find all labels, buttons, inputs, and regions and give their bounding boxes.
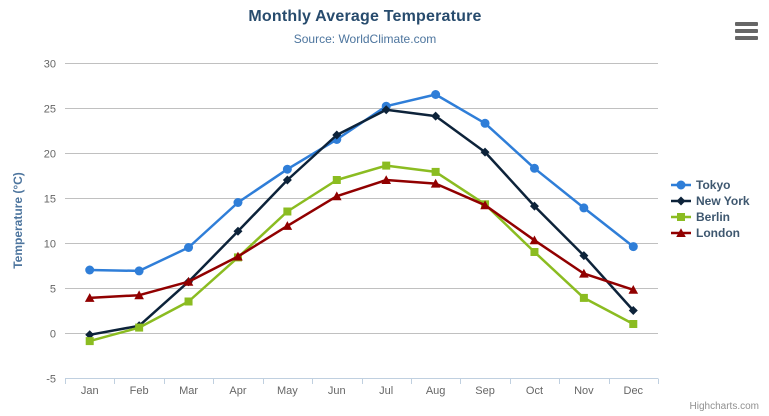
svg-text:Apr: Apr xyxy=(229,385,246,397)
svg-text:Jul: Jul xyxy=(379,385,393,397)
hamburger-icon xyxy=(735,22,758,26)
svg-text:15: 15 xyxy=(44,194,56,206)
legend-marker-circle-icon xyxy=(671,180,691,190)
svg-text:Nov: Nov xyxy=(574,385,594,397)
chart-subtitle: Source: WorldClimate.com xyxy=(293,32,437,46)
legend-item-label: New York xyxy=(696,194,750,208)
legend-marker-square-icon xyxy=(671,213,691,221)
svg-text:Feb: Feb xyxy=(130,385,149,397)
svg-text:Oct: Oct xyxy=(526,385,543,397)
legend-item-label: Berlin xyxy=(696,210,731,224)
export-menu-button[interactable] xyxy=(735,21,758,41)
svg-text:20: 20 xyxy=(44,149,56,161)
svg-text:5: 5 xyxy=(50,284,56,296)
svg-text:25: 25 xyxy=(44,104,56,116)
hamburger-icon xyxy=(735,29,758,33)
legend-item-label: Tokyo xyxy=(696,178,731,192)
legend-item-tokyo[interactable]: Tokyo xyxy=(671,177,750,193)
legend-item-label: London xyxy=(696,226,740,240)
svg-text:10: 10 xyxy=(44,239,56,251)
svg-text:May: May xyxy=(277,385,298,397)
legend-item-new-york[interactable]: New York xyxy=(671,193,750,209)
svg-text:Jan: Jan xyxy=(81,385,99,397)
svg-text:0: 0 xyxy=(50,329,56,341)
hamburger-icon xyxy=(735,36,758,40)
svg-text:Dec: Dec xyxy=(624,385,644,397)
svg-text:Mar: Mar xyxy=(179,385,198,397)
svg-text:-5: -5 xyxy=(46,374,56,386)
chart-title: Monthly Average Temperature xyxy=(248,8,482,25)
svg-text:Jun: Jun xyxy=(328,385,346,397)
svg-text:Sep: Sep xyxy=(475,385,495,397)
legend-marker-diamond-icon xyxy=(671,196,691,206)
svg-text:30: 30 xyxy=(44,59,56,71)
svg-text:Temperature (°C): Temperature (°C) xyxy=(11,172,25,269)
legend-marker-triangle-icon xyxy=(671,228,691,237)
credits-link[interactable]: Highcharts.com xyxy=(689,401,759,412)
legend-item-berlin[interactable]: Berlin xyxy=(671,209,750,225)
svg-text:Aug: Aug xyxy=(426,385,446,397)
legend-item-london[interactable]: London xyxy=(671,225,750,241)
legend: Tokyo New York Berlin London xyxy=(671,177,750,241)
